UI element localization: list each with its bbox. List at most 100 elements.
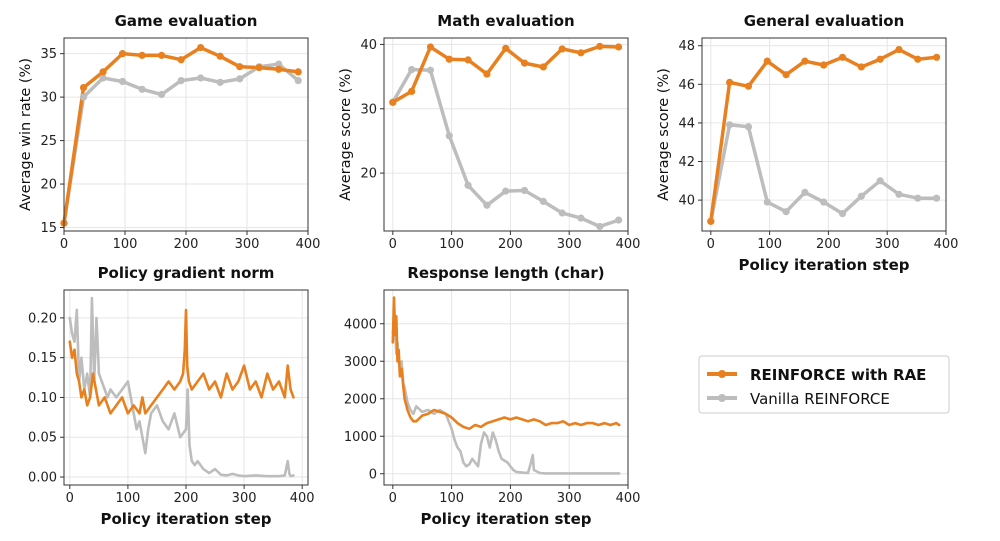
game-point-rae <box>236 63 244 71</box>
math-series-rae-line <box>391 44 621 105</box>
game-point-rae <box>99 68 107 76</box>
game-xtick-label: 400 <box>296 237 321 252</box>
resplen-xtick-label: 200 <box>498 491 523 506</box>
math-point-rae <box>502 44 510 52</box>
general-point-rae <box>782 71 790 79</box>
game-ylabel: Average win rate (%) <box>18 58 34 211</box>
general-xlabel: Policy iteration step <box>738 256 909 274</box>
legend-label-vanilla: Vanilla REINFORCE <box>750 390 890 408</box>
math-ytick-label: 20 <box>360 167 377 182</box>
gradnorm-ytick-label: 0.10 <box>28 391 57 406</box>
general-point-vanilla <box>763 198 771 206</box>
math-point-rae <box>577 49 585 57</box>
math-point-rae <box>539 63 547 71</box>
gradnorm-ytick-label: 0.05 <box>28 431 57 446</box>
general-ytick-label: 48 <box>678 39 695 54</box>
resplen-xtick-label: 300 <box>557 491 582 506</box>
general-xtick-label: 200 <box>816 237 841 252</box>
general-axes-frame <box>701 37 947 232</box>
gradnorm-panel: 0 100 200 300 400 0.00 0.05 0.10 0.15 0.20 Policy … <box>28 264 315 528</box>
game-point-rae <box>216 52 224 60</box>
game-title: Game evaluation <box>115 12 258 30</box>
general-point-rae <box>914 55 922 63</box>
game-point-vanilla <box>158 90 166 99</box>
math-point-rae <box>426 43 435 51</box>
game-ytick-label: 25 <box>40 134 57 149</box>
game-point-rae <box>79 83 88 92</box>
math-point-vanilla <box>408 65 416 74</box>
resplen-xtick-label: 0 <box>389 491 397 506</box>
legend-marker-vanilla <box>718 394 726 402</box>
resplen-ytick-label: 1000 <box>344 430 377 445</box>
math-point-vanilla <box>483 201 491 209</box>
math-point-rae <box>558 45 566 53</box>
math-xtick-label: 400 <box>616 237 641 252</box>
general-point-rae <box>744 82 753 90</box>
game-xtick-label: 0 <box>60 237 68 252</box>
general-xtick-label: 400 <box>934 237 959 252</box>
general-point-vanilla <box>801 188 809 196</box>
resplen-ytick-label: 3000 <box>344 355 377 370</box>
math-axes-frame <box>383 37 629 232</box>
game-series-rae-line <box>62 45 300 225</box>
game-point-rae <box>118 50 127 58</box>
gradnorm-xtick-label: 300 <box>232 491 257 506</box>
game-xtick-label: 200 <box>174 237 199 252</box>
general-point-rae <box>857 63 865 71</box>
game-point-vanilla <box>118 77 127 86</box>
general-point-vanilla <box>726 121 734 129</box>
general-point-rae <box>801 57 809 65</box>
math-point-vanilla <box>520 186 529 195</box>
resplen-ytick-label: 4000 <box>344 317 377 332</box>
general-point-vanilla <box>782 208 790 216</box>
game-point-vanilla <box>275 60 283 68</box>
gradnorm-xtick-label: 400 <box>290 491 315 506</box>
game-point-rae <box>177 56 185 64</box>
resplen-ytick-label: 0 <box>369 467 377 482</box>
math-ytick-label: 30 <box>360 102 377 117</box>
general-title: General evaluation <box>744 12 905 30</box>
general-ylabel: Average score (%) <box>656 68 672 201</box>
general-ytick-label: 40 <box>678 194 695 209</box>
legend-marker-rae <box>718 370 726 378</box>
math-xtick-label: 200 <box>498 237 523 252</box>
math-series-vanilla-line <box>391 67 621 229</box>
math-panel: 0 100 200 300 400 20 30 40 Math evaluation Averag… <box>338 12 640 252</box>
game-xtick-label: 300 <box>235 237 260 252</box>
general-xtick-label: 0 <box>707 237 715 252</box>
general-point-vanilla <box>857 192 865 200</box>
general-point-rae <box>838 53 847 61</box>
math-point-vanilla <box>426 66 435 74</box>
resplen-ytick-label: 2000 <box>344 392 377 407</box>
general-point-vanilla <box>932 194 941 202</box>
general-ytick-label: 42 <box>678 155 695 170</box>
general-ytick-label: 46 <box>678 78 695 93</box>
math-point-rae <box>445 55 453 63</box>
gradnorm-ytick-label: 0.00 <box>28 471 57 486</box>
gradnorm-ytick-label: 0.20 <box>28 311 57 326</box>
math-point-vanilla <box>614 216 623 224</box>
math-xtick-label: 300 <box>557 237 582 252</box>
general-point-rae <box>763 57 771 65</box>
math-point-vanilla <box>464 181 472 189</box>
gradnorm-series-vanilla-line <box>68 296 295 478</box>
general-point-vanilla <box>876 177 884 185</box>
math-xtick-label: 100 <box>439 237 464 252</box>
game-series-vanilla-line <box>62 62 300 225</box>
game-xtick-label: 100 <box>113 237 138 252</box>
resplen-series-vanilla-line <box>391 326 621 475</box>
general-point-rae <box>820 61 828 69</box>
game-point-vanilla <box>197 74 205 82</box>
game-ytick-label: 35 <box>40 47 57 62</box>
math-point-vanilla <box>596 222 604 231</box>
general-xtick-label: 300 <box>875 237 900 252</box>
math-point-rae <box>614 43 623 51</box>
general-series-vanilla-line <box>709 123 939 224</box>
general-point-rae <box>707 217 715 225</box>
math-point-rae <box>520 59 529 67</box>
game-point-rae <box>275 65 283 73</box>
resplen-xlabel: Policy iteration step <box>420 510 591 528</box>
